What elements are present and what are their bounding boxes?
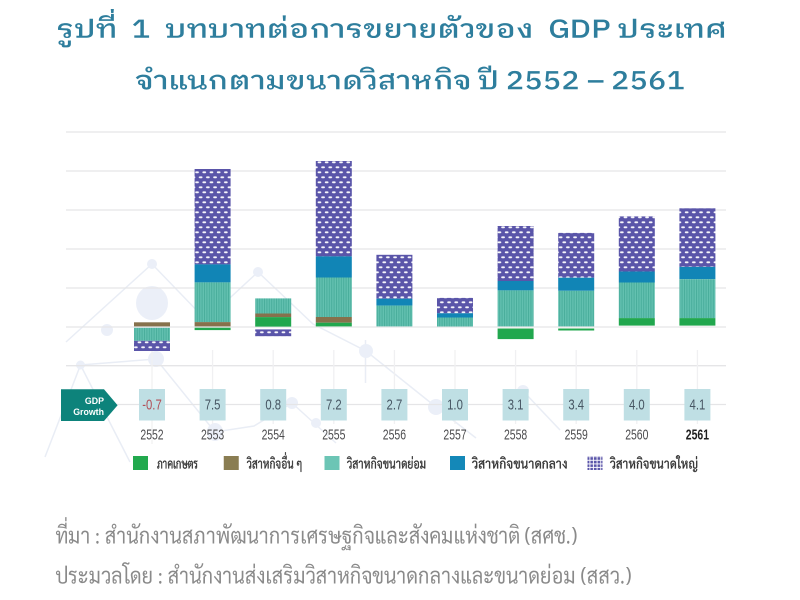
svg-text:2558: 2558 — [504, 427, 527, 443]
svg-text:2554: 2554 — [262, 427, 285, 443]
svg-text:GDP: GDP — [85, 396, 104, 406]
svg-text:2560: 2560 — [625, 427, 648, 443]
svg-text:2559: 2559 — [565, 427, 588, 443]
svg-text:4.1: 4.1 — [690, 396, 706, 413]
svg-text:7.2: 7.2 — [326, 396, 342, 413]
svg-text:7.5: 7.5 — [205, 396, 221, 413]
svg-text:2.7: 2.7 — [387, 396, 403, 413]
svg-text:2555: 2555 — [322, 427, 345, 443]
svg-text:2556: 2556 — [383, 427, 406, 443]
svg-text:4.0: 4.0 — [629, 396, 645, 413]
svg-text:2552: 2552 — [140, 427, 163, 443]
svg-text:0.8: 0.8 — [265, 396, 281, 413]
svg-text:2557: 2557 — [443, 427, 466, 443]
svg-text:-0.7: -0.7 — [142, 396, 161, 413]
svg-text:2561: 2561 — [686, 427, 709, 443]
svg-text:2553: 2553 — [201, 427, 224, 443]
svg-text:3.1: 3.1 — [508, 396, 524, 413]
svg-text:Growth: Growth — [73, 407, 104, 417]
svg-text:1.0: 1.0 — [447, 396, 463, 413]
svg-text:3.4: 3.4 — [568, 396, 584, 413]
